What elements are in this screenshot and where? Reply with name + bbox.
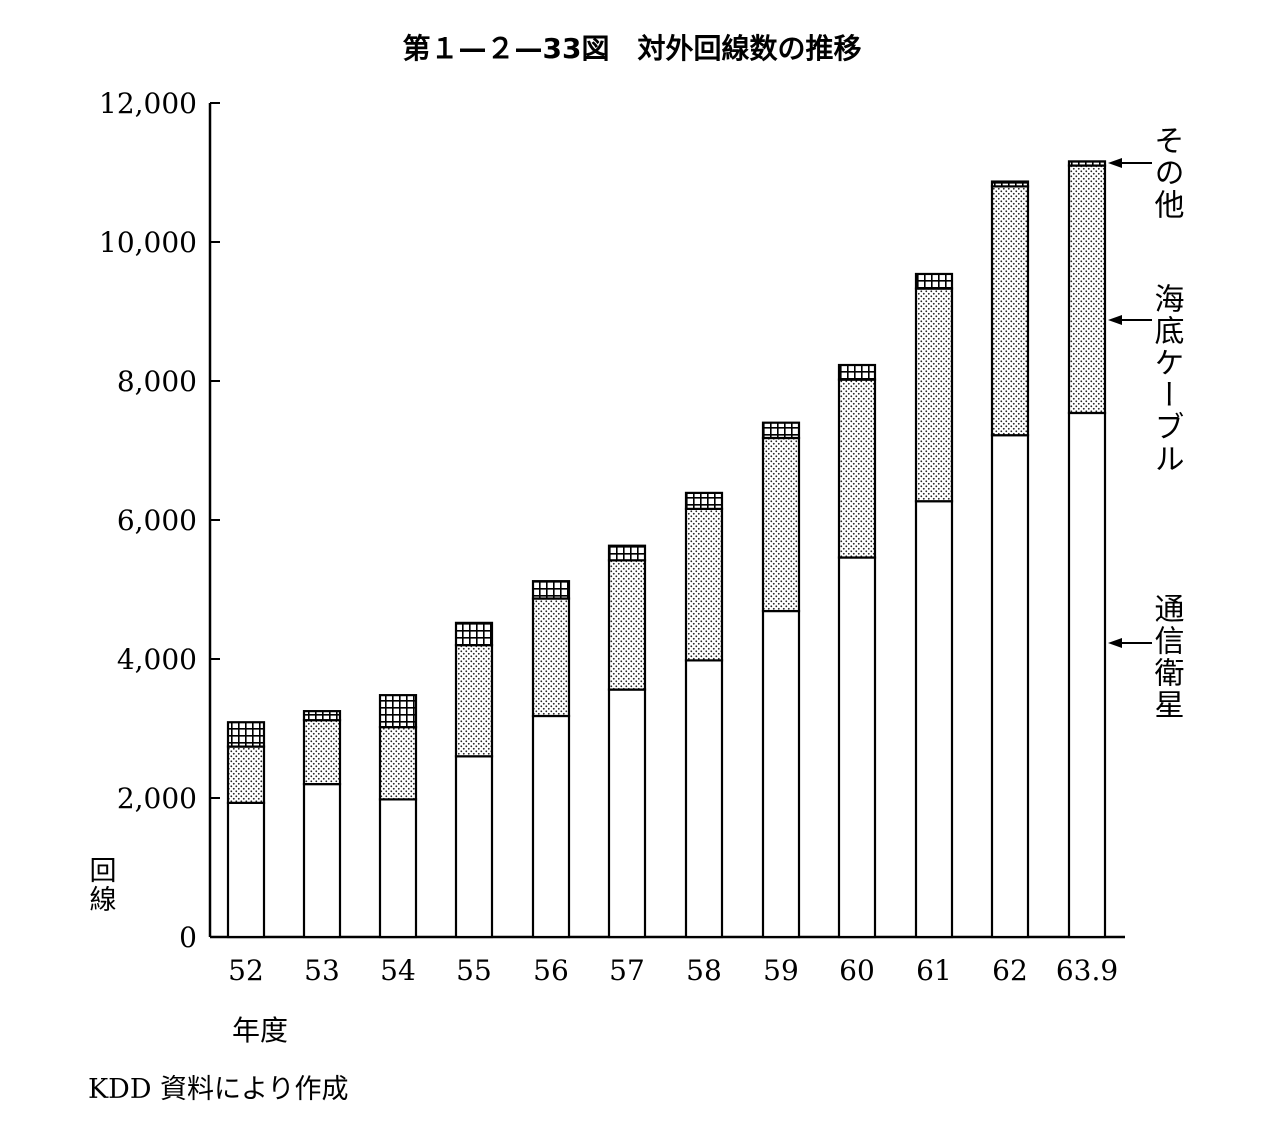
x-tick-label: 60 [839, 954, 875, 987]
x-tick-label: 52 [228, 954, 264, 987]
bar-segment-cable [761, 436, 801, 613]
bar-segment-cable [684, 507, 724, 662]
bar-segment-other [1067, 160, 1107, 167]
bar-segment-other [914, 272, 954, 290]
legend-label: 海底ケーブル [1149, 283, 1185, 475]
bar-segment-other [378, 694, 418, 729]
y-tick-label: 8,000 [117, 365, 197, 398]
y-tick-label: 10,000 [99, 226, 197, 259]
bar-segment-cable [1067, 164, 1107, 415]
bar-segment-cable [531, 597, 571, 718]
bar-segment-other [837, 363, 877, 381]
bar-segment-satellite [378, 798, 418, 939]
bars [226, 160, 1107, 939]
legend-arrow-head [1108, 638, 1122, 648]
bar-segment-cable [837, 378, 877, 559]
bar-segment-cable [607, 559, 647, 691]
bar-segment-other [990, 180, 1030, 188]
bar-segment-cable [378, 726, 418, 801]
x-tick-label: 62 [992, 954, 1028, 987]
bar-segment-satellite [837, 556, 877, 939]
bar-segment-satellite [914, 500, 954, 939]
bar-segment-satellite [302, 782, 342, 939]
x-axis: 52 53 54 55 56 57 58 59 60 61 62 63.9 [210, 935, 1125, 987]
bar-segment-satellite [531, 714, 571, 939]
bar-segment-cable [914, 287, 954, 503]
bar-segment-other [454, 621, 494, 647]
bar-segment-other [531, 580, 571, 600]
y-tick-label: 0 [179, 921, 197, 954]
legend-label: 通信衛星 [1149, 593, 1185, 721]
bar-segment-other [607, 544, 647, 562]
bar-segment-satellite [990, 434, 1030, 939]
x-axis-label: 年度 [232, 1014, 288, 1047]
x-tick-label: 61 [916, 954, 952, 987]
y-tick-label: 4,000 [117, 643, 197, 676]
bar-segment-satellite [454, 755, 494, 939]
bar-segment-other [302, 710, 342, 722]
x-tick-label: 58 [686, 954, 722, 987]
legend-arrow-head [1108, 158, 1122, 168]
bar-segment-satellite [761, 609, 801, 939]
x-tick-label: 54 [380, 954, 416, 987]
bar-segment-other [226, 721, 266, 748]
y-tick-label: 12,000 [99, 87, 197, 120]
x-tick-label: 56 [533, 954, 569, 987]
x-tick-label: 59 [763, 954, 799, 987]
x-tick-label: 53 [304, 954, 340, 987]
bar-segment-cable [454, 643, 494, 758]
bar-segment-satellite [226, 801, 266, 939]
bar-segment-cable [990, 185, 1030, 437]
y-axis-label: 回線 [85, 856, 117, 914]
legend-arrow-head [1108, 315, 1122, 325]
x-tick-label: 63.9 [1056, 954, 1118, 987]
x-tick-label: 55 [456, 954, 492, 987]
y-axis: 0 2,000 4,000 6,000 8,000 10,000 12,000 [99, 87, 220, 954]
y-tick-label: 6,000 [117, 504, 197, 537]
bar-segment-cable [302, 719, 342, 786]
x-tick-label: 57 [609, 954, 645, 987]
legend-label: その他 [1149, 125, 1185, 221]
chart-title: 第１—２—33図 対外回線数の推移 [403, 32, 862, 65]
y-tick-label: 2,000 [117, 782, 197, 815]
bar-segment-satellite [1067, 411, 1107, 939]
source-note: KDD 資料により作成 [88, 1074, 349, 1105]
bar-segment-satellite [607, 688, 647, 939]
bar-segment-other [761, 421, 801, 440]
bar-segment-cable [226, 745, 266, 804]
bar-segment-satellite [684, 659, 724, 939]
bar-segment-other [684, 491, 724, 510]
